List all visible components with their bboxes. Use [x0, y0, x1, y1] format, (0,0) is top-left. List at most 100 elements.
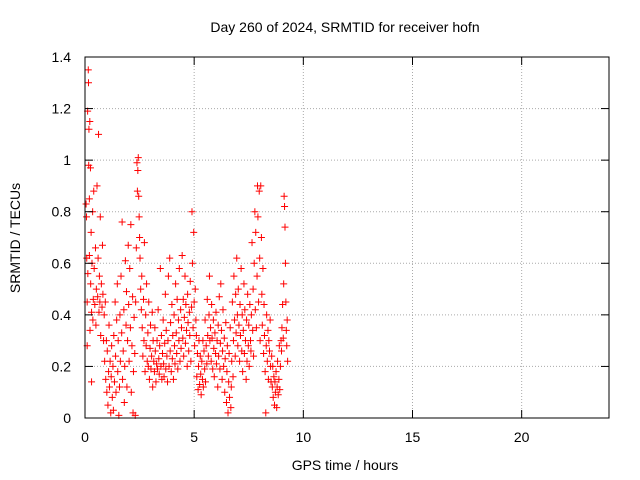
data-point: [281, 223, 289, 231]
data-point: [263, 357, 271, 365]
data-point: [272, 368, 280, 376]
data-point: [281, 203, 289, 211]
data-point: [97, 331, 105, 339]
data-point: [217, 326, 225, 334]
data-point: [125, 301, 133, 309]
data-point: [89, 295, 97, 303]
x-tick-label: 5: [190, 429, 198, 445]
data-point: [185, 308, 193, 316]
data-point: [199, 383, 207, 391]
data-point: [136, 234, 144, 241]
chart-title: Day 260 of 2024, SRMTID for receiver hof…: [210, 19, 479, 35]
data-point: [148, 308, 156, 316]
data-point: [160, 360, 168, 368]
y-tick-label: 0.2: [52, 358, 72, 374]
data-point: [209, 316, 217, 324]
data-point: [239, 368, 247, 376]
data-point: [190, 298, 198, 306]
data-point: [142, 342, 150, 350]
data-point: [134, 166, 142, 174]
data-point: [250, 352, 258, 360]
data-point: [82, 200, 90, 208]
data-point: [137, 306, 145, 314]
data-point: [242, 375, 250, 383]
data-point: [97, 280, 105, 288]
data-point: [220, 334, 228, 342]
y-tick-label: 0: [63, 410, 71, 426]
data-point: [102, 375, 110, 383]
data-point: [85, 252, 93, 260]
data-point: [192, 331, 200, 339]
data-point: [143, 357, 151, 365]
data-point: [201, 365, 209, 373]
data-point: [208, 334, 216, 342]
data-point: [197, 370, 205, 378]
data-point: [177, 344, 185, 352]
data-point: [275, 375, 283, 383]
data-point: [155, 370, 163, 378]
data-point: [214, 383, 222, 391]
data-point: [163, 352, 171, 360]
data-point: [87, 280, 95, 288]
y-tick-label: 1.4: [52, 49, 72, 65]
data-point: [90, 264, 98, 272]
data-point: [135, 192, 143, 200]
data-point: [115, 383, 123, 391]
data-point: [165, 362, 173, 370]
data-point: [103, 388, 111, 396]
data-point: [278, 347, 285, 355]
data-point: [99, 290, 107, 298]
data-point: [219, 306, 227, 314]
data-point: [94, 254, 102, 262]
x-axis-label: GPS time / hours: [292, 457, 399, 473]
data-point: [191, 285, 199, 293]
data-point: [132, 244, 140, 252]
data-point: [215, 293, 223, 301]
data-point: [179, 295, 187, 303]
data-point: [113, 280, 121, 288]
data-points: [82, 66, 292, 419]
data-point: [86, 326, 94, 334]
data-point: [170, 311, 178, 319]
data-point: [149, 383, 157, 391]
data-point: [172, 280, 180, 288]
data-point: [231, 316, 239, 324]
data-point: [95, 130, 103, 138]
data-point: [186, 277, 194, 285]
data-point: [140, 295, 148, 303]
data-point: [178, 252, 186, 260]
data-point: [212, 360, 220, 368]
data-point: [229, 337, 237, 345]
data-point: [111, 298, 119, 306]
data-point: [126, 324, 134, 332]
data-point: [276, 362, 284, 370]
data-point: [152, 378, 160, 386]
data-point: [261, 368, 269, 376]
data-point: [240, 280, 248, 288]
data-point: [244, 290, 252, 298]
data-point: [225, 378, 233, 386]
data-point: [273, 404, 281, 412]
data-point: [252, 324, 260, 332]
data-point: [180, 313, 188, 321]
data-point: [101, 298, 109, 306]
data-point: [98, 303, 106, 311]
data-point: [123, 383, 131, 391]
data-point: [132, 298, 140, 306]
data-point: [179, 334, 187, 342]
data-point: [282, 298, 290, 306]
data-point: [224, 409, 232, 417]
data-point: [238, 311, 246, 319]
data-point: [258, 321, 266, 329]
x-tick-label: 0: [81, 429, 89, 445]
data-point: [83, 213, 91, 221]
data-point: [236, 357, 244, 365]
data-point: [239, 326, 247, 334]
data-point: [247, 311, 255, 319]
data-point: [186, 331, 194, 339]
data-point: [236, 331, 244, 339]
data-point: [88, 378, 96, 386]
data-point: [162, 326, 170, 334]
data-point: [91, 244, 99, 252]
data-point: [145, 298, 153, 306]
